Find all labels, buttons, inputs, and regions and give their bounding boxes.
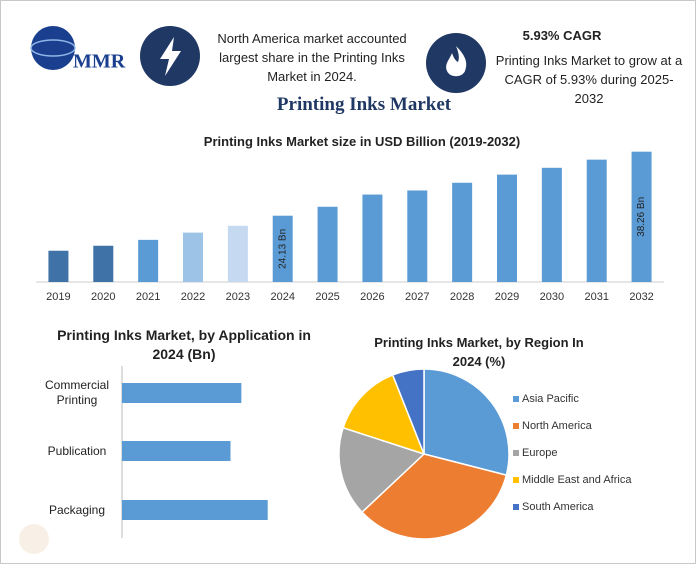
legend-label: Europe — [522, 447, 557, 459]
category-label: Publication — [47, 443, 107, 458]
bar — [407, 190, 428, 282]
cagr-title: 5.93% CAGR — [522, 28, 602, 43]
x-tick-label: 2021 — [136, 291, 160, 303]
x-tick-label: 2023 — [226, 291, 250, 303]
pie-slice — [360, 453, 508, 540]
chart-title: Printing Inks Market size in USD Billion… — [203, 134, 521, 149]
chart-title: Printing Inks Market, by Application in … — [57, 327, 311, 362]
bar — [138, 239, 159, 282]
legend-label: Asia Pacific — [522, 393, 579, 405]
legend-swatch — [513, 423, 519, 429]
logo-ring — [30, 39, 76, 57]
watermark — [19, 524, 49, 554]
bolt-icon — [160, 37, 181, 76]
bar — [183, 232, 203, 282]
pie-slice — [342, 373, 426, 456]
main-title: Printing Inks Market — [276, 94, 452, 115]
x-tick-label: 2026 — [360, 291, 384, 303]
bar — [586, 159, 607, 282]
bar — [122, 383, 242, 403]
x-tick-label: 2022 — [181, 291, 205, 303]
x-tick-label: 2032 — [629, 291, 653, 303]
logo-text: MMR — [73, 51, 126, 73]
value-label: 38.26 Bn — [636, 197, 647, 237]
bar — [541, 167, 562, 282]
flame-icon — [446, 46, 467, 77]
x-tick-label: 2028 — [450, 291, 474, 303]
bar — [317, 206, 338, 282]
pie-slice — [423, 368, 510, 477]
bar — [227, 225, 248, 282]
x-tick-label: 2030 — [540, 291, 564, 303]
pie-slice — [338, 426, 426, 514]
chart-title: Printing Inks Market, by Region In 2024 … — [374, 335, 584, 369]
legend-swatch — [513, 477, 519, 483]
legend-label: North America — [522, 420, 593, 432]
bar — [362, 194, 383, 282]
category-label: Packaging — [48, 502, 106, 517]
x-tick-label: 2031 — [584, 291, 608, 303]
x-tick-label: 2027 — [405, 291, 429, 303]
bar — [452, 182, 473, 282]
bar — [497, 174, 517, 282]
x-tick-label: 2024 — [270, 291, 294, 303]
x-tick-label: 2020 — [91, 291, 115, 303]
legend-label: Middle East and Africa — [522, 474, 632, 486]
legend-swatch — [513, 450, 519, 456]
legend-swatch — [513, 504, 519, 510]
x-tick-label: 2025 — [315, 291, 339, 303]
bar — [272, 215, 293, 282]
x-tick-label: 2029 — [495, 291, 519, 303]
pie-slice — [391, 368, 425, 455]
x-tick-label: 2019 — [46, 291, 70, 303]
category-label: Commercial Printing — [44, 378, 109, 407]
bar — [631, 151, 652, 282]
logo-globe — [31, 26, 75, 70]
legend-label: South America — [522, 501, 594, 513]
bar — [122, 441, 231, 461]
cagr-text: Printing Inks Market to grow at a CAGR o… — [495, 53, 683, 106]
header-note: North America market accounted largest s… — [217, 31, 407, 84]
legend-swatch — [513, 396, 519, 402]
bar — [122, 500, 268, 520]
bar — [48, 250, 69, 282]
value-label: 24.13 Bn — [277, 229, 288, 269]
bar — [93, 245, 114, 282]
